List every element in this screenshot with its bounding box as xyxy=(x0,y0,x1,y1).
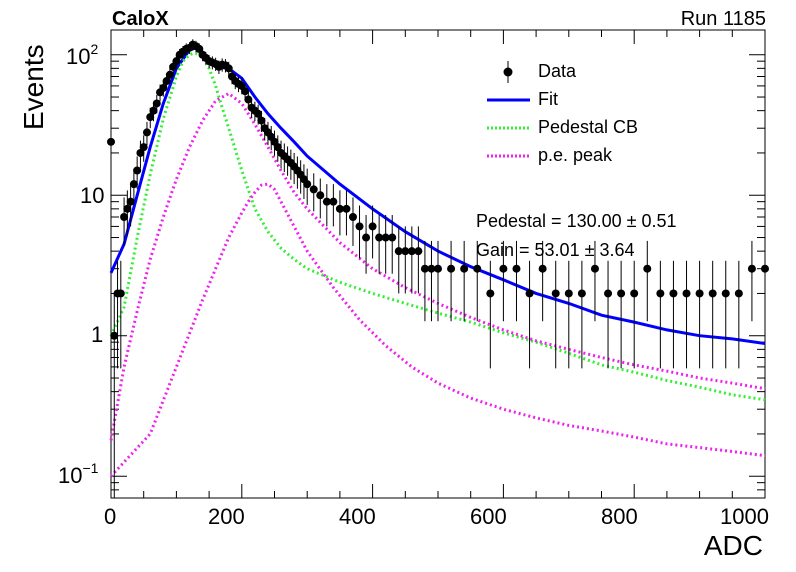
data-point xyxy=(159,83,168,92)
data-point xyxy=(388,233,397,242)
data-point xyxy=(643,264,652,273)
data-point xyxy=(460,264,469,273)
y-tick-label-1: 1 xyxy=(91,322,104,347)
data-point xyxy=(394,247,403,256)
data-point xyxy=(604,289,613,298)
data-point xyxy=(172,57,181,66)
data-point xyxy=(241,87,250,96)
data-point xyxy=(427,264,436,273)
data-point xyxy=(761,264,769,273)
data-point xyxy=(734,289,743,298)
data-point xyxy=(257,116,266,125)
data-point xyxy=(110,331,119,340)
data-point xyxy=(165,70,174,79)
data-point xyxy=(195,44,204,53)
data-point xyxy=(303,180,312,189)
annotation-pedestal: Pedestal = 130.00 ± 0.51 xyxy=(476,211,677,231)
legend-label-fit: Fit xyxy=(538,89,558,109)
data-point xyxy=(512,264,521,273)
data-point xyxy=(309,185,318,194)
data-point xyxy=(120,213,129,222)
data-point xyxy=(107,137,115,146)
data-point xyxy=(316,191,325,200)
annotation-gain: Gain = 53.01 ± 3.64 xyxy=(476,240,635,260)
data-point xyxy=(139,143,148,152)
run-label: Run 1185 xyxy=(680,8,766,30)
legend-symbol-data xyxy=(503,67,513,77)
data-point xyxy=(414,247,423,256)
x-tick-label-600: 600 xyxy=(470,504,507,529)
data-point xyxy=(695,289,704,298)
data-point xyxy=(499,264,508,273)
data-point xyxy=(162,77,171,86)
data-point xyxy=(133,166,142,175)
data-point xyxy=(721,289,730,298)
data-point xyxy=(682,289,691,298)
x-tick-label-800: 800 xyxy=(601,504,638,529)
data-point xyxy=(142,128,151,137)
series-line-4 xyxy=(109,182,766,478)
data-point xyxy=(669,289,678,298)
y-axis-title: Events xyxy=(18,44,49,130)
data-point xyxy=(538,264,547,273)
x-tick-label-1000: 1000 xyxy=(720,504,769,529)
series-line-2 xyxy=(109,52,766,402)
data-point xyxy=(224,64,233,73)
data-point xyxy=(630,289,639,298)
data-point xyxy=(486,289,495,298)
data-point xyxy=(420,264,429,273)
legend-label-pedestal: Pedestal CB xyxy=(538,117,639,137)
data-point xyxy=(368,222,377,231)
data-point xyxy=(564,289,573,298)
data-point xyxy=(273,143,282,152)
data-point xyxy=(123,204,132,213)
x-tick-label-400: 400 xyxy=(339,504,376,529)
y-tick-label-0.1: 10−1 xyxy=(58,460,99,488)
data-point xyxy=(747,264,756,273)
data-point xyxy=(375,233,384,242)
x-axis-title: ADC xyxy=(703,530,763,561)
data-point xyxy=(335,204,344,213)
data-point xyxy=(116,289,125,298)
data-point xyxy=(362,233,371,242)
x-tick-label-200: 200 xyxy=(208,504,245,529)
legend-label-data: Data xyxy=(538,61,577,81)
x-tick-label-0: 0 xyxy=(104,504,117,529)
experiment-label: CaloX xyxy=(112,8,169,30)
data-point xyxy=(129,180,138,189)
data-point xyxy=(348,213,357,222)
data-point xyxy=(254,109,263,118)
data-point xyxy=(551,289,560,298)
data-point xyxy=(577,289,586,298)
data-point xyxy=(322,197,331,206)
y-tick-label-100: 102 xyxy=(66,41,99,69)
data-point xyxy=(590,264,599,273)
data-point xyxy=(381,233,390,242)
data-point xyxy=(407,247,416,256)
data-point xyxy=(473,264,482,273)
data-point xyxy=(342,204,351,213)
data-point xyxy=(447,264,456,273)
data-point xyxy=(136,148,145,157)
data-point xyxy=(617,289,626,298)
data-point xyxy=(708,289,717,298)
data-point xyxy=(401,247,410,256)
data-point xyxy=(126,197,135,206)
data-point xyxy=(152,99,161,108)
data-point xyxy=(434,264,442,273)
data-point xyxy=(244,95,253,104)
y-tick-label-10: 10 xyxy=(80,183,105,208)
data-point xyxy=(525,289,534,298)
data-point xyxy=(329,197,338,206)
data-point xyxy=(149,106,158,115)
data-point xyxy=(355,222,364,231)
data-point xyxy=(146,113,155,122)
data-point xyxy=(656,289,665,298)
legend-label-pe-peak: p.e. peak xyxy=(538,145,613,165)
